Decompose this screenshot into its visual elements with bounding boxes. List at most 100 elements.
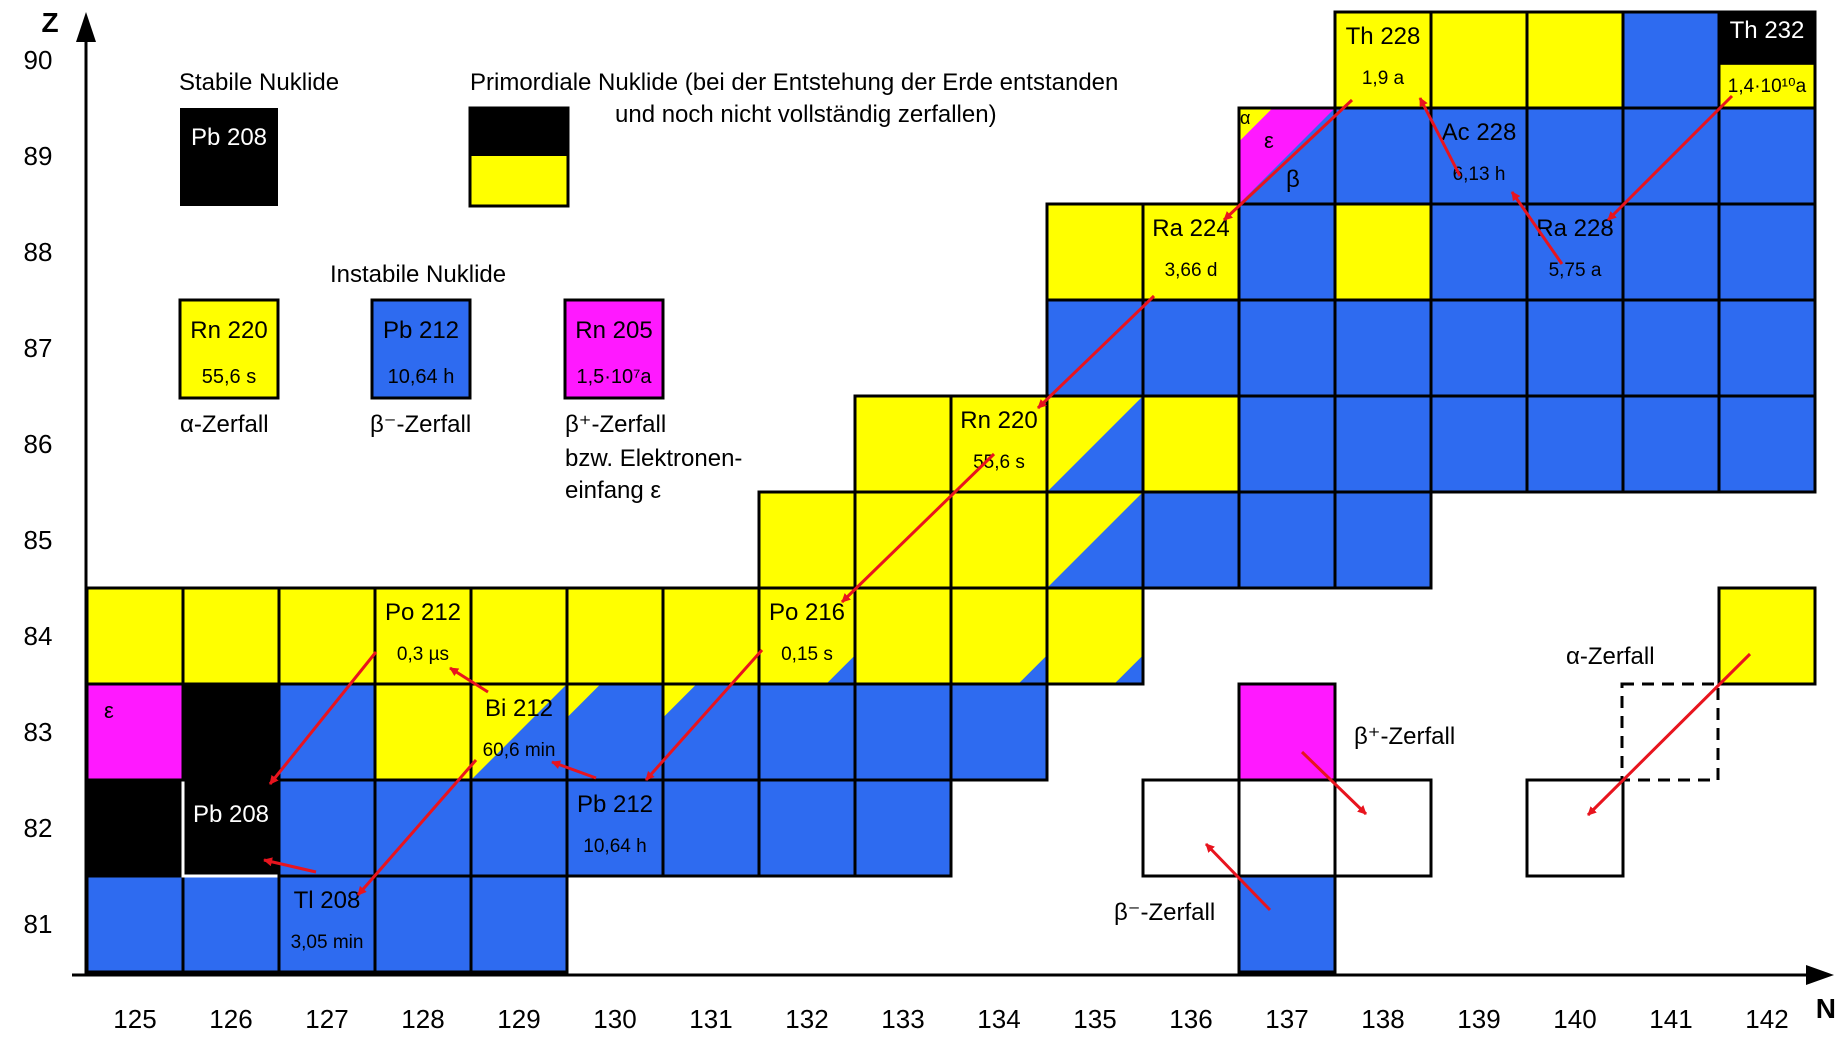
n-tick-label: 129	[497, 1004, 540, 1034]
cell-fill	[1623, 204, 1719, 300]
nuclide-cell	[1045, 394, 1145, 494]
nuclide-cell	[1045, 586, 1145, 686]
cell-fill	[759, 492, 855, 588]
legend-beta-plus-caption-1: β⁺-Zerfall	[565, 411, 666, 438]
cell-fill	[951, 396, 1047, 492]
nuclide-cell	[1141, 394, 1241, 494]
cell-fill	[1527, 12, 1623, 108]
cell-fill	[471, 588, 567, 684]
legend-beta-plus-swatch	[563, 298, 665, 400]
z-tick-label: 83	[24, 717, 53, 747]
nuclide-cell	[469, 874, 569, 974]
cell-fill	[567, 780, 663, 876]
nuclide-cell	[661, 682, 761, 782]
nuclide-cell	[1333, 490, 1433, 590]
cell-fill	[1527, 108, 1623, 204]
nuclide-half-life: 1,9 a	[1362, 68, 1405, 89]
nuclide-name: Ra 228	[1536, 215, 1613, 242]
nuclide-cell	[1621, 10, 1721, 110]
cell-fill	[1431, 12, 1527, 108]
z-tick-label: 88	[24, 237, 53, 267]
cell-fill	[1239, 492, 1335, 588]
legend-stable-swatch	[180, 108, 278, 206]
nuclide-cell	[1237, 394, 1337, 494]
nuclide-name: Po 212	[385, 599, 461, 626]
z-tick-label: 84	[24, 621, 53, 651]
decay-arrow	[356, 759, 478, 896]
nuclide-cell	[1141, 298, 1241, 398]
legend-primordial-swatch	[468, 106, 570, 208]
nuclide-cell	[1237, 682, 1337, 782]
nuclide-labels: Th 232 1,4·10¹⁰a Th 228 1,9 a Ac 228 6,13 h Ra…	[193, 17, 1807, 953]
cell-primordial-top	[1719, 12, 1815, 65]
nuclide-cell	[181, 586, 281, 686]
cell-fill	[1047, 204, 1143, 300]
nuclide-cell	[565, 682, 665, 782]
nuclide-cell	[757, 778, 857, 878]
cell-fill	[87, 588, 183, 684]
nuclide-name: Ac 228	[1442, 119, 1517, 146]
cell-beta-share	[1239, 108, 1335, 204]
nuclide-cell	[1525, 10, 1625, 110]
decay-arrows	[263, 94, 1752, 912]
legend-beta-plus-caption-3: einfang ε	[565, 477, 661, 504]
cell-fill	[375, 780, 471, 876]
cell-fill	[759, 588, 855, 684]
legend-beta-plus-half: 1,5·10⁷a	[576, 366, 652, 388]
cell-beta-share	[1047, 492, 1143, 588]
decay-arrow	[268, 651, 378, 785]
nuclide-cell	[1525, 298, 1625, 398]
cell-fill	[759, 684, 855, 780]
cell-alpha-share	[567, 684, 601, 718]
decay-arrow	[1204, 842, 1272, 912]
nuclide-cell	[1045, 298, 1145, 398]
legend-beta-minus-swatch	[370, 298, 472, 400]
nuclide-cell	[1333, 10, 1433, 110]
n-tick-label: 131	[689, 1004, 732, 1034]
nuclide-cell	[85, 586, 185, 686]
cell-fill	[663, 780, 759, 876]
y-axis-arrowhead-icon	[76, 12, 96, 42]
cell-fill	[1335, 108, 1431, 204]
n-tick-label: 142	[1745, 1004, 1788, 1034]
n-tick-label: 135	[1073, 1004, 1116, 1034]
cell-fill	[951, 588, 1047, 684]
cell-fill	[1335, 396, 1431, 492]
nuclide-cell	[757, 490, 857, 590]
cell-fill	[1527, 204, 1623, 300]
cell-fill	[951, 492, 1047, 588]
x-axis-label: N	[1816, 993, 1836, 1024]
cell-fill	[1239, 300, 1335, 396]
ac225-beta-mark: β	[1286, 166, 1300, 193]
cell-fill	[663, 588, 759, 684]
n-tick-label: 130	[593, 1004, 636, 1034]
ac225-epsilon-mark: ε	[1264, 128, 1274, 153]
nuclide-cell	[853, 682, 953, 782]
nuclide-half-life: 6,13 h	[1453, 164, 1506, 185]
legend-alpha-half: 55,6 s	[202, 366, 256, 388]
n-tick-label: 133	[881, 1004, 924, 1034]
nuclide-cell	[373, 874, 473, 974]
nuclide-cell	[1717, 106, 1817, 206]
ac225-alpha-mark: α	[1240, 108, 1250, 128]
nuclide-cell	[469, 778, 569, 878]
cell-fill	[87, 780, 183, 876]
decay-arrow	[263, 857, 317, 874]
cell-fill	[1719, 108, 1815, 204]
cell-fill	[855, 780, 951, 876]
nuclide-name: Pb 212	[577, 791, 653, 818]
cell-beta-share	[471, 684, 567, 780]
cell-fill	[87, 876, 183, 972]
nuclide-half-life: 3,66 d	[1165, 260, 1218, 281]
alpha-example-label: α-Zerfall	[1566, 643, 1655, 670]
decay-arrow	[1586, 652, 1752, 817]
nuclide-cell	[1141, 202, 1241, 302]
cell-beta-share	[826, 655, 855, 684]
cell-fill	[1431, 108, 1527, 204]
n-tick-labels: 125 126 127 128 129 130 131 132 133 134 135 136 137 1…	[113, 1004, 1788, 1034]
legend-unstable-title: Instabile Nuklide	[330, 261, 506, 288]
nuclide-cell	[85, 874, 185, 974]
cell-fill	[1143, 300, 1239, 396]
nuclide-cell	[1045, 202, 1145, 302]
